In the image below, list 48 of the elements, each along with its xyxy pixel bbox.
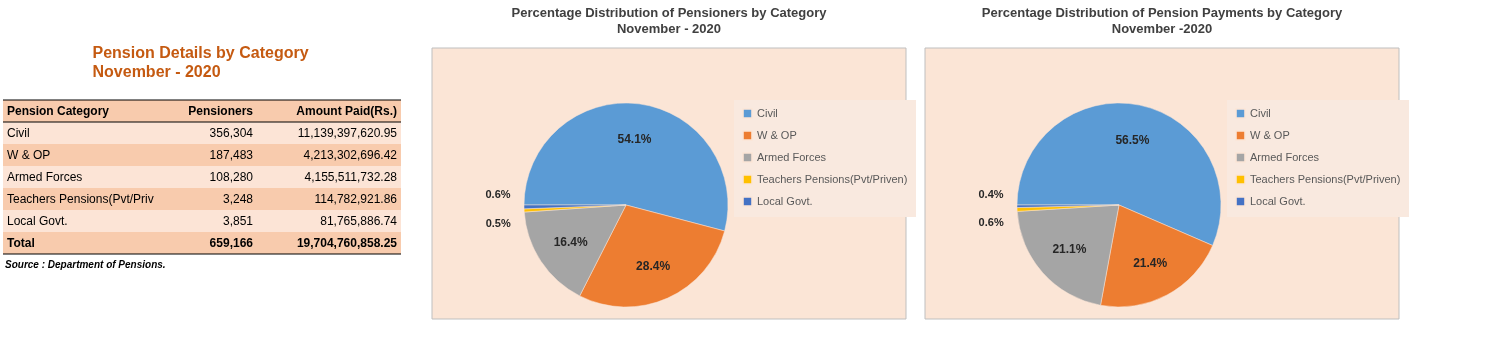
series-label: Amount Paid(Rs.) [296, 104, 397, 118]
category-label: W & OP [7, 148, 51, 162]
chart-title: Percentage Distribution of Pensioners by Category [511, 4, 828, 20]
legend-label: Civil [1250, 106, 1271, 119]
legend-label: Local Govt. [757, 194, 813, 207]
text: November - 2020 [92, 62, 221, 80]
data-label: 21.1% [1052, 242, 1087, 256]
data-label: 187,483 [209, 148, 254, 162]
data-label: 3,851 [222, 214, 254, 228]
data-label: 81,765,886.74 [320, 214, 398, 228]
data-label: 19,704,760,858.25 [296, 236, 398, 250]
data-label: 4,213,302,696.42 [303, 148, 398, 162]
data-label: 659,166 [209, 236, 254, 250]
data-label: 3,248 [222, 192, 254, 206]
source-note: Source : Department of Pensions. [5, 259, 166, 270]
data-label: 356,304 [209, 126, 254, 140]
legend-label: Teachers Pensions(Pvt/Priven) [757, 172, 908, 185]
data-label: 11,139,397,620.95 [297, 126, 398, 140]
data-label: 21.4% [1133, 256, 1168, 271]
chart-title: Percentage Distribution of Pension Payments by Category [981, 4, 1343, 20]
legend-label: Armed Forces [757, 150, 827, 163]
text: Pension Category [7, 104, 110, 118]
legend-label: Civil [757, 106, 778, 119]
data-label: 0.6% [978, 215, 1004, 228]
data-label: 114,782,921.86 [314, 192, 398, 206]
data-label: 4,155,511,732.28 [304, 170, 398, 184]
data-label: 0.5% [485, 216, 511, 229]
data-label: 28.4% [636, 258, 671, 273]
chart-subtitle: November - 2020 [616, 20, 722, 36]
data-label: 0.4% [978, 187, 1004, 200]
data-label: 16.4% [553, 234, 589, 249]
series-label: Pensioners [188, 104, 254, 118]
data-label: 56.5% [1115, 133, 1150, 148]
data-label: 54.1% [617, 132, 652, 147]
data-label: 0.6% [485, 188, 511, 201]
category-label: Total [7, 236, 35, 250]
data-label: 108,280 [209, 170, 254, 184]
chart-subtitle: November -2020 [1111, 20, 1213, 36]
legend-label: W & OP [757, 128, 797, 141]
category-label: Civil [7, 126, 30, 140]
category-label: Armed Forces [7, 170, 83, 184]
category-label: Local Govt. [7, 214, 68, 228]
text: Pension Details by Category [92, 43, 309, 61]
legend-label: Local Govt. [1250, 194, 1306, 207]
legend-label: Teachers Pensions(Pvt/Priven) [1250, 172, 1401, 185]
legend-label: W & OP [1250, 128, 1290, 141]
legend-label: Armed Forces [1250, 150, 1320, 163]
category-label: Teachers Pensions(Pvt/Priv [7, 192, 154, 206]
